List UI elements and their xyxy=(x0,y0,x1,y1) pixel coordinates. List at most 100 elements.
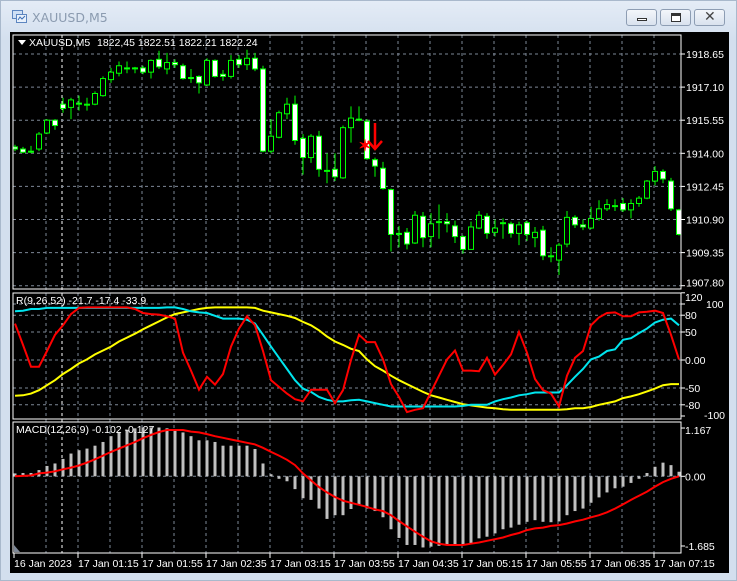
bearish-candle[interactable] xyxy=(620,202,626,211)
bullish-candle[interactable] xyxy=(228,59,234,77)
bearish-candle[interactable] xyxy=(580,224,586,228)
bullish-candle[interactable] xyxy=(628,202,634,211)
bearish-candle[interactable] xyxy=(356,118,362,121)
restore-button[interactable] xyxy=(660,9,691,26)
osc-axis-label: 0.00 xyxy=(685,355,706,367)
bullish-candle[interactable] xyxy=(532,231,538,239)
bullish-candle[interactable] xyxy=(636,197,642,204)
bullish-candle[interactable] xyxy=(36,133,42,150)
bullish-candle[interactable] xyxy=(548,255,554,258)
bullish-candle[interactable] xyxy=(148,59,154,73)
bearish-candle[interactable] xyxy=(20,148,26,153)
bullish-candle[interactable] xyxy=(556,244,562,261)
bearish-candle[interactable] xyxy=(444,221,450,225)
bullish-candle[interactable] xyxy=(132,67,138,70)
bearish-candle[interactable] xyxy=(388,189,394,235)
bearish-candle[interactable] xyxy=(404,231,410,245)
window-title: XAUUSD,M5 xyxy=(32,10,108,25)
bearish-candle[interactable] xyxy=(668,180,674,210)
bullish-candle[interactable] xyxy=(276,112,282,138)
bullish-candle[interactable] xyxy=(108,71,114,81)
bearish-candle[interactable] xyxy=(76,102,82,105)
bullish-candle[interactable] xyxy=(500,222,506,225)
bearish-candle[interactable] xyxy=(156,58,162,68)
bullish-candle[interactable] xyxy=(284,103,290,115)
bearish-candle[interactable] xyxy=(452,225,458,238)
bearish-candle[interactable] xyxy=(300,137,306,159)
macd-histogram-bar xyxy=(589,476,593,503)
price-axis-label: 1907.80 xyxy=(686,278,724,290)
price-chart[interactable]: 1918.65 1917.10 1915.55 1914.00 1912.45 1910.… xyxy=(10,32,729,573)
bearish-candle[interactable] xyxy=(676,209,682,235)
close-button[interactable]: ✕ xyxy=(694,9,725,26)
bullish-candle[interactable] xyxy=(100,78,106,97)
bullish-candle[interactable] xyxy=(644,180,650,199)
bullish-candle[interactable] xyxy=(468,226,474,250)
bearish-candle[interactable] xyxy=(220,73,226,77)
bullish-candle[interactable] xyxy=(428,223,434,238)
bearish-candle[interactable] xyxy=(172,62,178,66)
bullish-candle[interactable] xyxy=(604,204,610,210)
bearish-candle[interactable] xyxy=(420,215,426,239)
bullish-candle[interactable] xyxy=(68,99,74,108)
dropdown-triangle-icon[interactable] xyxy=(18,40,26,45)
macd-axis-label: 0.00 xyxy=(685,471,706,483)
bearish-candle[interactable] xyxy=(524,222,530,235)
title-bar[interactable]: XAUUSD,M5 ✕ xyxy=(1,1,736,31)
minimize-button[interactable] xyxy=(626,9,657,26)
bullish-candle[interactable] xyxy=(308,135,314,159)
bullish-candle[interactable] xyxy=(412,214,418,244)
bearish-candle[interactable] xyxy=(260,68,266,152)
bullish-candle[interactable] xyxy=(652,170,658,182)
bearish-candle[interactable] xyxy=(660,170,666,180)
bullish-candle[interactable] xyxy=(516,224,522,234)
bearish-candle[interactable] xyxy=(316,135,322,170)
bearish-candle[interactable] xyxy=(380,167,386,190)
bearish-candle[interactable] xyxy=(572,216,578,226)
bearish-candle[interactable] xyxy=(540,229,546,257)
bearish-candle[interactable] xyxy=(140,67,146,73)
bearish-candle[interactable] xyxy=(196,75,202,84)
macd-histogram-bar xyxy=(13,473,17,477)
bearish-candle[interactable] xyxy=(396,232,402,235)
bearish-candle[interactable] xyxy=(460,236,466,250)
bullish-candle[interactable] xyxy=(44,119,50,134)
bullish-candle[interactable] xyxy=(612,205,618,208)
bullish-candle[interactable] xyxy=(324,169,330,172)
bearish-candle[interactable] xyxy=(292,103,298,141)
bullish-candle[interactable] xyxy=(588,217,594,229)
bearish-candle[interactable] xyxy=(28,150,34,153)
chart-area[interactable]: 1918.65 1917.10 1915.55 1914.00 1912.45 1910.… xyxy=(10,32,729,573)
bearish-candle[interactable] xyxy=(252,57,258,70)
macd-histogram-bar xyxy=(317,476,321,509)
macd-histogram-bar xyxy=(109,436,113,477)
bullish-candle[interactable] xyxy=(476,214,482,229)
bearish-candle[interactable] xyxy=(508,223,514,234)
bullish-candle[interactable] xyxy=(268,135,274,152)
bullish-candle[interactable] xyxy=(436,221,442,224)
bullish-candle[interactable] xyxy=(348,117,354,129)
bearish-candle[interactable] xyxy=(188,76,194,80)
bearish-candle[interactable] xyxy=(364,120,370,160)
bearish-candle[interactable] xyxy=(212,59,218,77)
bullish-candle[interactable] xyxy=(92,93,98,105)
bearish-candle[interactable] xyxy=(13,146,18,150)
bearish-candle[interactable] xyxy=(52,119,58,127)
bullish-candle[interactable] xyxy=(340,127,346,179)
bearish-candle[interactable] xyxy=(372,159,378,167)
bearish-candle[interactable] xyxy=(180,65,186,80)
bullish-candle[interactable] xyxy=(564,216,570,245)
bearish-candle[interactable] xyxy=(332,168,338,178)
bearish-candle[interactable] xyxy=(60,103,66,109)
bullish-candle[interactable] xyxy=(492,227,498,233)
bullish-candle[interactable] xyxy=(116,65,122,74)
bullish-candle[interactable] xyxy=(204,59,210,86)
bearish-candle[interactable] xyxy=(484,215,490,234)
bullish-candle[interactable] xyxy=(84,103,90,106)
bullish-candle[interactable] xyxy=(244,57,250,66)
bullish-candle[interactable] xyxy=(164,62,170,70)
bearish-candle[interactable] xyxy=(124,67,130,70)
bullish-candle[interactable] xyxy=(596,208,602,219)
bearish-candle[interactable] xyxy=(236,58,242,66)
price-axis-label: 1917.10 xyxy=(686,82,724,94)
